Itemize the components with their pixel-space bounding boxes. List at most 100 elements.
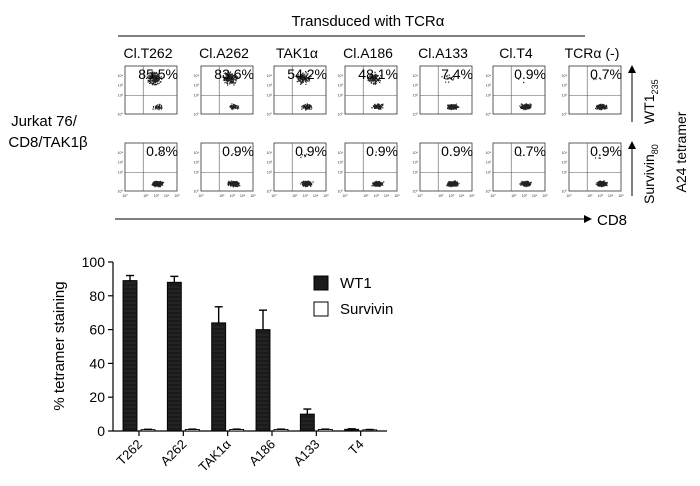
facs-y-tick-label: 10³ <box>413 161 419 165</box>
facs-y-tick-label: 10⁴ <box>412 151 418 155</box>
survivin-row-label: Survivin80 <box>641 144 660 204</box>
bar-chart: 0 20 40 60 80 100 T262 A262 TAK1α A186 A133 T4 % t… <box>51 254 393 475</box>
facs-x-tick-label: 10⁴ <box>240 194 246 198</box>
facs-percent-label: 0.8% <box>146 143 178 159</box>
facs-y-tick-label: 10³ <box>486 84 492 88</box>
facs-plot: 10⁰ 10² 10³ 10⁴ 10⁰ 10² 10³ 10⁴ 10⁵ 0.9% <box>266 142 329 198</box>
facs-plot: 10⁰ 10² 10³ 10⁴ 10⁰ 10² 10³ 10⁴ 10⁵ 0.7% <box>485 142 548 198</box>
facs-y-tick-label: 10⁰ <box>118 113 124 117</box>
facs-y-tick-label: 10² <box>338 170 344 174</box>
facs-y-tick-label: 10² <box>413 93 419 97</box>
facs-plot: 10⁰ 10² 10³ 10⁴ 10⁰ 10² 10³ 10⁴ 10⁵ 0.9% <box>412 142 475 198</box>
facs-dot-cloud <box>371 151 385 187</box>
facs-x-tick-label: 10² <box>587 194 593 198</box>
facs-x-tick-label: 10⁰ <box>271 194 277 198</box>
cd8-axis-label: CD8 <box>597 212 627 229</box>
facs-dot-cloud <box>594 157 608 188</box>
facs-x-tick-label: 10⁴ <box>313 194 319 198</box>
facs-x-tick-label: 10⁰ <box>342 194 348 198</box>
legend-label-wt1: WT1 <box>340 275 372 292</box>
facs-y-tick-label: 10² <box>562 93 568 97</box>
facs-x-tick-label: 10³ <box>154 194 160 198</box>
facs-dot-cloud <box>224 149 241 188</box>
facs-plot: 10⁰ 10² 10³ 10⁴ 85.5% <box>117 65 178 117</box>
facs-x-tick-label: 10³ <box>374 194 380 198</box>
facs-y-tick-label: 10³ <box>118 161 124 165</box>
facs-y-tick-label: 10⁰ <box>267 190 273 194</box>
chart-x-tick-label: TAK1α <box>196 436 235 475</box>
facs-percent-label: 0.9% <box>295 143 327 159</box>
facs-x-tick-label: 10⁰ <box>566 194 572 198</box>
facs-dot-cloud <box>367 71 384 110</box>
facs-y-tick-label: 10⁴ <box>117 74 123 78</box>
facs-plot-frame <box>344 142 398 192</box>
facs-y-tick-label: 10⁴ <box>193 151 199 155</box>
facs-dot-cloud <box>296 71 313 111</box>
facs-y-tick-label: 10³ <box>338 161 344 165</box>
facs-x-tick-label: 10⁵ <box>469 194 475 198</box>
facs-x-tick-label: 10⁵ <box>250 194 256 198</box>
facs-x-tick-label: 10² <box>438 194 444 198</box>
chart-bars <box>122 274 378 432</box>
facs-x-tick-label: 10² <box>219 194 225 198</box>
facs-x-tick-label: 10⁴ <box>532 194 538 198</box>
facs-plots: 10⁰ 10² 10³ 10⁴ 85.5% 10⁰ 10² 10³ 10⁴ 83.6% 10⁰ 10²… <box>117 65 624 198</box>
chart-x-tick-label: T4 <box>345 437 366 458</box>
row-label-line1: Jurkat 76/ <box>11 113 78 130</box>
facs-y-tick-label: 10⁴ <box>117 151 123 155</box>
facs-plot-frame <box>419 142 473 192</box>
clone-label: TCRα (-) <box>565 45 620 61</box>
facs-y-tick-label: 10⁴ <box>485 151 491 155</box>
facs-plot-frame <box>124 65 178 115</box>
facs-plot-frame <box>492 65 546 115</box>
legend-label-survivin: Survivin <box>340 301 393 318</box>
facs-y-tick-label: 10² <box>562 170 568 174</box>
facs-x-tick-label: 10⁰ <box>490 194 496 198</box>
facs-y-tick-label: 10² <box>267 170 273 174</box>
chart-y-tick-label: 20 <box>89 389 105 405</box>
facs-y-tick-label: 10⁰ <box>413 190 419 194</box>
facs-y-tick-label: 10⁴ <box>193 74 199 78</box>
facs-y-tick-label: 10³ <box>194 84 200 88</box>
facs-y-tick-label: 10³ <box>338 84 344 88</box>
facs-panel: Transduced with TCRα Cl.T262 Cl.A262 TAK1α… <box>8 13 689 229</box>
clone-label: Cl.A262 <box>199 45 249 61</box>
facs-dot-cloud <box>446 180 460 188</box>
facs-y-tick-label: 10³ <box>562 161 568 165</box>
wt1-arrow-head <box>628 65 636 73</box>
row-label-line2: CD8/TAK1β <box>8 134 88 151</box>
facs-y-tick-label: 10⁰ <box>267 113 273 117</box>
facs-y-tick-label: 10⁰ <box>338 113 344 117</box>
tetramer-axis-label: A24 tetramer <box>673 111 689 192</box>
facs-percent-label: 7.4% <box>441 66 473 82</box>
facs-percent-label: 0.9% <box>366 143 398 159</box>
legend-swatch-wt1 <box>313 275 329 291</box>
bar-wt1-3 <box>255 329 271 432</box>
facs-y-tick-label: 10² <box>194 93 200 97</box>
facs-y-tick-label: 10⁰ <box>194 113 200 117</box>
facs-y-tick-label: 10⁰ <box>118 190 124 194</box>
facs-y-tick-label: 10² <box>338 93 344 97</box>
facs-y-tick-label: 10⁰ <box>562 190 568 194</box>
facs-plot: 10⁰ 10² 10³ 10⁴ 10⁰ 10² 10³ 10⁴ 10⁵ 0.9% <box>337 142 400 198</box>
facs-x-tick-label: 10³ <box>230 194 236 198</box>
facs-y-tick-label: 10⁴ <box>412 74 418 78</box>
facs-y-tick-label: 10³ <box>413 84 419 88</box>
chart-y-tick-label: 40 <box>89 355 105 371</box>
facs-plot-frame <box>419 65 473 115</box>
facs-percent-label: 85.5% <box>138 66 178 82</box>
facs-dot-cloud <box>593 78 608 111</box>
facs-y-tick-label: 10⁴ <box>561 151 567 155</box>
facs-y-tick-label: 10⁴ <box>337 151 343 155</box>
facs-plot-frame <box>200 65 254 115</box>
facs-x-tick-label: 10² <box>363 194 369 198</box>
facs-plot: 10⁰ 10² 10³ 10⁴ 10⁰ 10² 10³ 10⁴ 10⁵ 0.8% <box>117 142 180 198</box>
facs-percent-label: 0.9% <box>514 66 546 82</box>
facs-y-tick-label: 10⁴ <box>266 74 272 78</box>
facs-y-tick-label: 10⁴ <box>485 74 491 78</box>
facs-plot: 10⁰ 10² 10³ 10⁴ 83.6% <box>193 65 254 117</box>
facs-dot-cloud <box>222 71 240 111</box>
facs-y-tick-label: 10³ <box>118 84 124 88</box>
facs-y-tick-label: 10⁴ <box>561 74 567 78</box>
